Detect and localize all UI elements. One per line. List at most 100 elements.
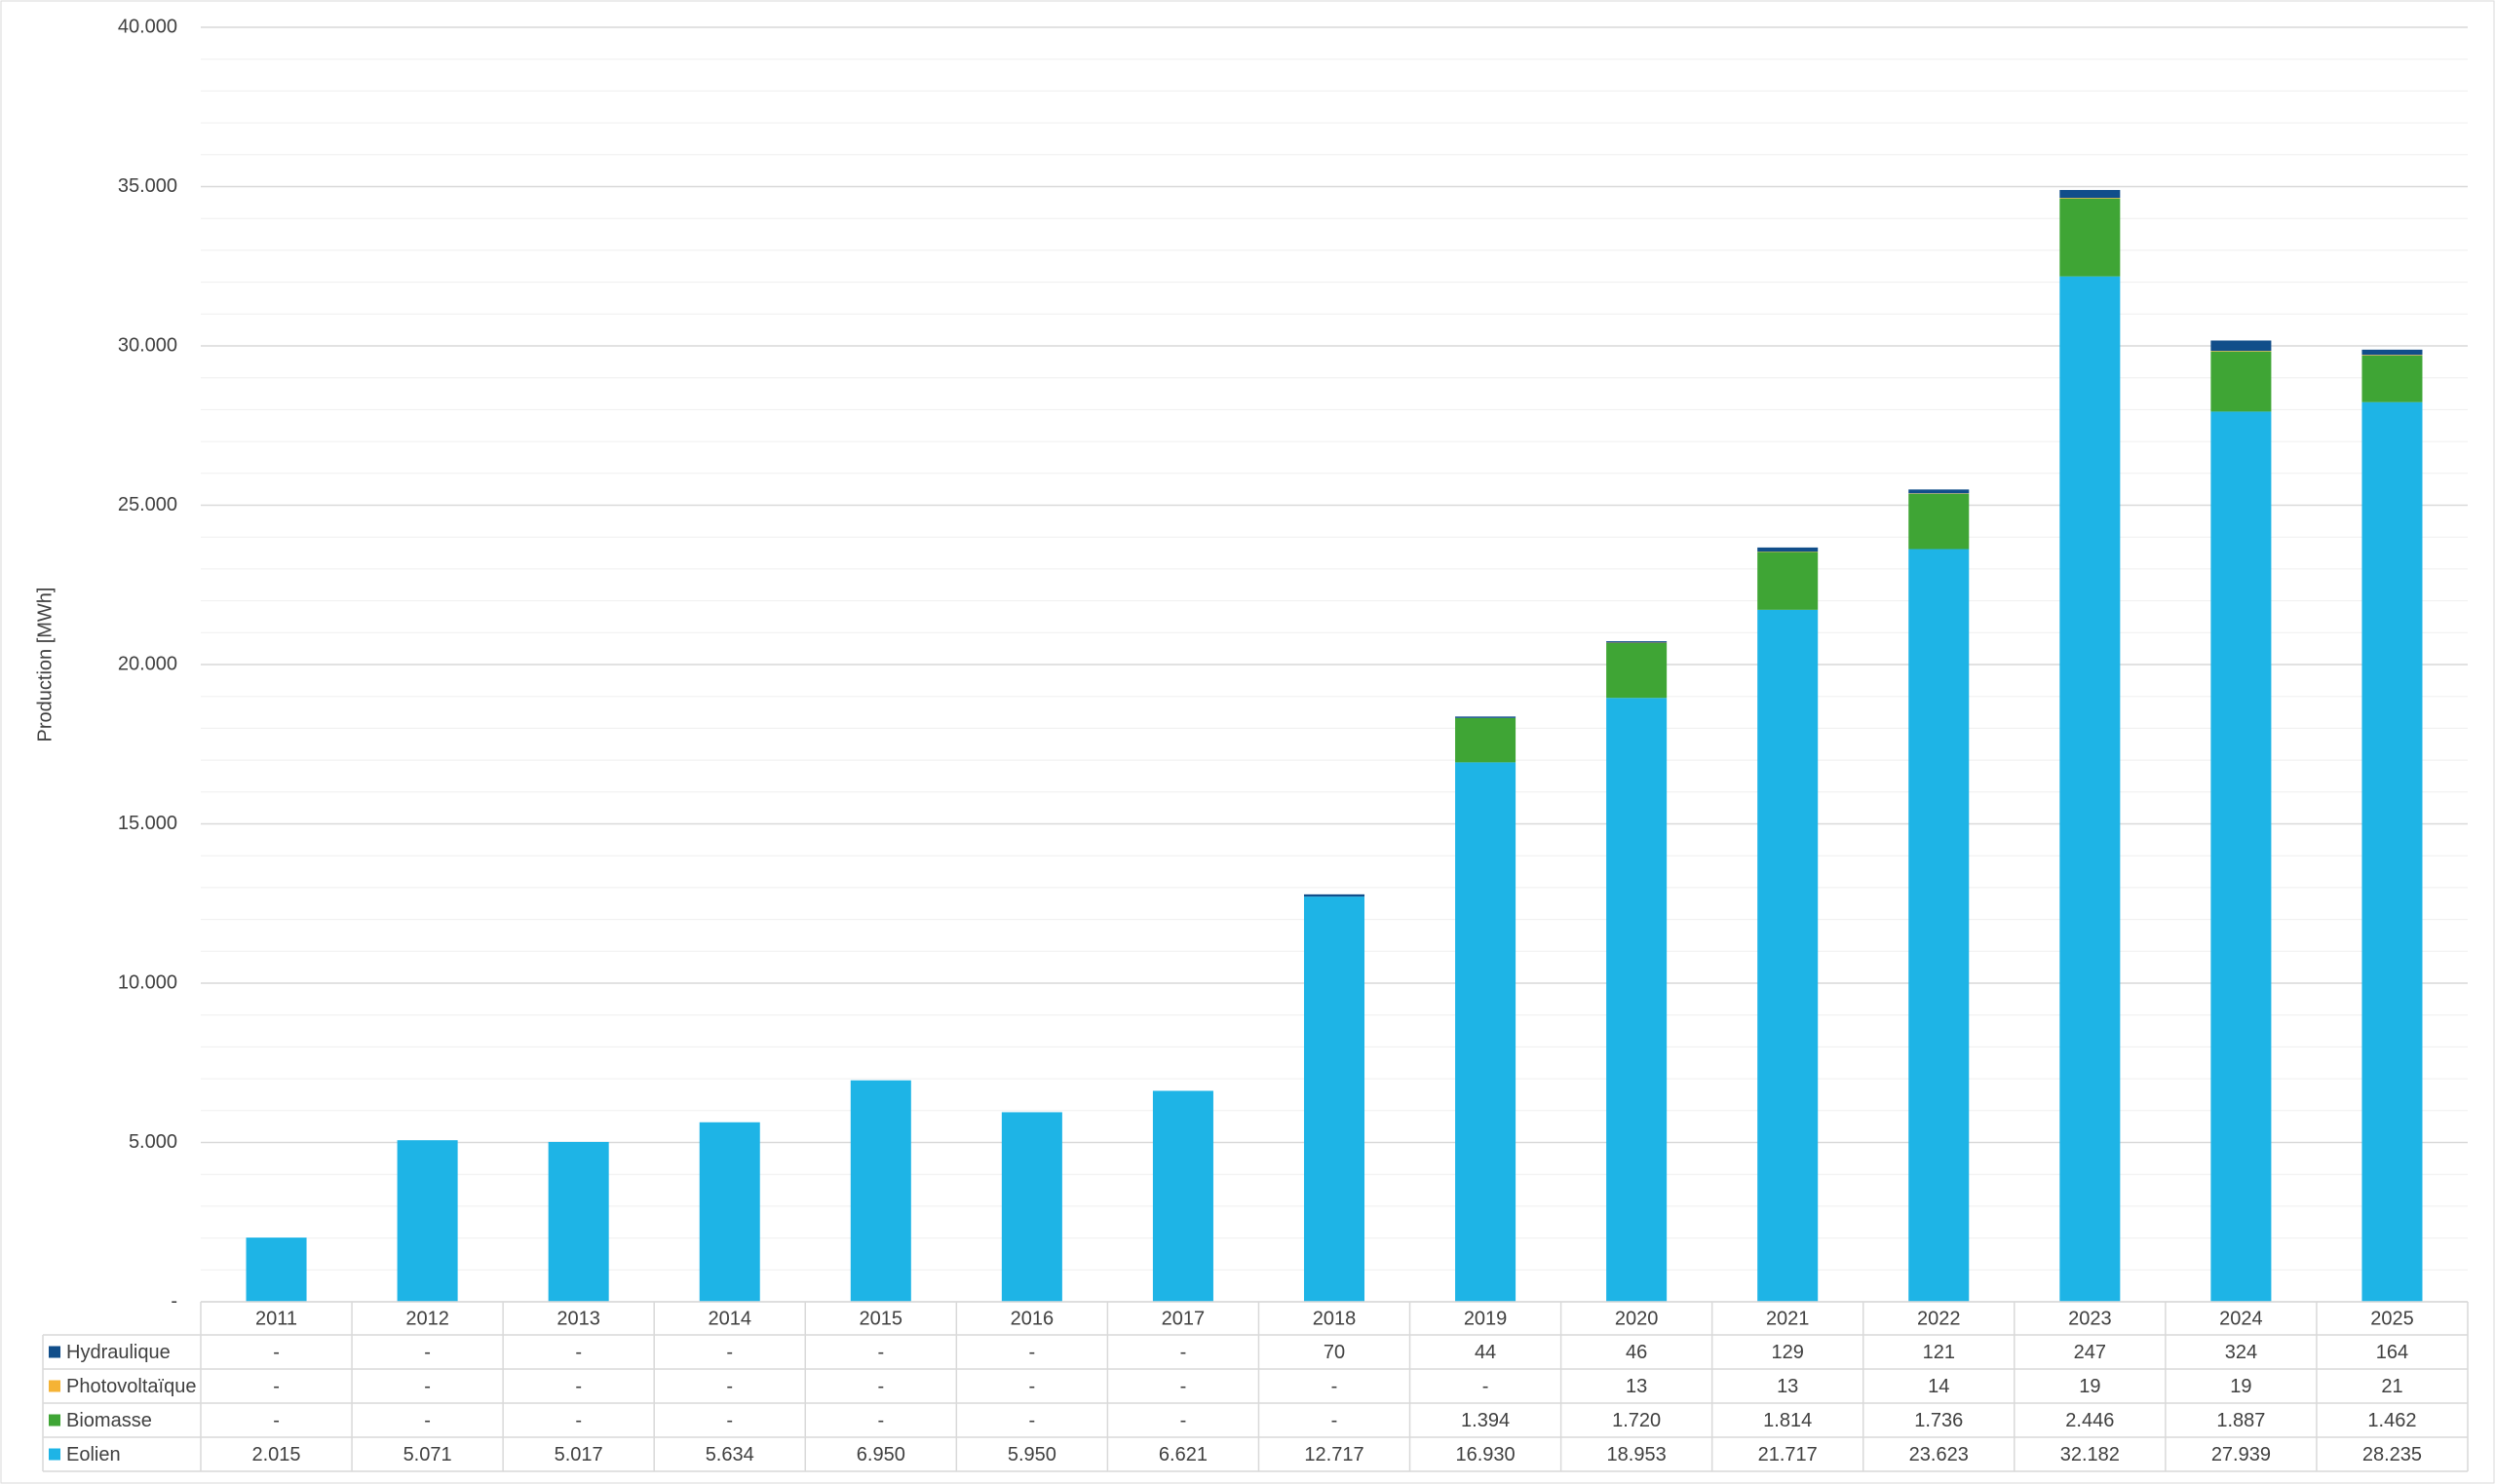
table-value: 5.017: [555, 1444, 603, 1465]
table-value: -: [877, 1376, 884, 1397]
table-value: -: [424, 1410, 431, 1431]
table-value: 28.235: [2362, 1444, 2422, 1465]
table-value: 1.736: [1914, 1410, 1963, 1431]
legend-key: [49, 1448, 60, 1461]
table-value: -: [424, 1342, 431, 1363]
bar-segment: [1455, 717, 1516, 763]
bar-segment: [2361, 355, 2423, 402]
legend-label: Hydraulique: [66, 1342, 171, 1363]
bar-segment: [2361, 349, 2423, 356]
bar-segment: [2361, 355, 2423, 356]
table-value: 1.720: [1612, 1410, 1661, 1431]
table-value: 19: [2079, 1376, 2100, 1397]
table-value: 12.717: [1304, 1444, 1363, 1465]
bar-segment: [1606, 642, 1668, 699]
y-tick-label: 20.000: [118, 653, 177, 674]
bar-segment: [1606, 698, 1668, 1302]
x-tick-label: 2015: [860, 1308, 903, 1329]
bar-segment: [1455, 762, 1516, 1302]
table-value: 18.953: [1607, 1444, 1667, 1465]
bar-segment: [699, 1122, 760, 1302]
y-axis-title: Production [MWh]: [34, 588, 56, 742]
legend-key: [49, 1346, 60, 1358]
table-value: 44: [1475, 1342, 1496, 1363]
table-value: 46: [1626, 1342, 1647, 1363]
bar-segment: [2210, 411, 2272, 1302]
table-value: -: [1331, 1376, 1338, 1397]
table-value: 70: [1324, 1342, 1345, 1363]
table-value: 164: [2376, 1342, 2408, 1363]
bar-segment: [1001, 1112, 1062, 1302]
table-value: 5.634: [706, 1444, 754, 1465]
bar-segment: [2059, 198, 2121, 277]
bar-segment: [548, 1141, 609, 1302]
table-value: -: [726, 1342, 733, 1363]
bar-segment: [1455, 716, 1516, 718]
y-tick-label: 10.000: [118, 971, 177, 993]
table-value: -: [575, 1410, 582, 1431]
y-tick-label: 40.000: [118, 16, 177, 37]
bar-segment: [850, 1080, 911, 1302]
table-value: -: [575, 1376, 582, 1397]
table-value: 13: [1777, 1376, 1798, 1397]
table-value: 2.446: [2065, 1410, 2114, 1431]
bar-segment: [2210, 351, 2272, 352]
bar-segment: [1303, 896, 1365, 1302]
x-tick-label: 2016: [1011, 1308, 1055, 1329]
table-value: -: [273, 1376, 280, 1397]
x-tick-label: 2021: [1766, 1308, 1810, 1329]
y-tick-label: 25.000: [118, 494, 177, 515]
bar-segment: [1303, 894, 1365, 897]
table-value: -: [1180, 1376, 1187, 1397]
table-value: 5.071: [403, 1444, 452, 1465]
x-tick-label: 2013: [557, 1308, 600, 1329]
table-value: 21: [2381, 1376, 2402, 1397]
bar-segment: [2059, 189, 2121, 199]
table-value: 1.887: [2216, 1410, 2265, 1431]
y-tick-label: 30.000: [118, 334, 177, 356]
table-value: -: [273, 1342, 280, 1363]
x-tick-label: 2022: [1917, 1308, 1961, 1329]
table-value: 1.462: [2367, 1410, 2416, 1431]
table-value: -: [273, 1410, 280, 1431]
table-value: -: [726, 1410, 733, 1431]
legend-label: Biomasse: [66, 1410, 152, 1431]
table-value: -: [877, 1342, 884, 1363]
legend-key: [49, 1380, 60, 1392]
table-value: -: [1029, 1410, 1036, 1431]
x-tick-label: 2018: [1313, 1308, 1357, 1329]
table-value: 23.623: [1909, 1444, 1969, 1465]
table-value: 19: [2230, 1376, 2251, 1397]
bar-segment: [1908, 493, 1970, 550]
bar-segment: [397, 1140, 458, 1302]
table-value: 27.939: [2211, 1444, 2271, 1465]
x-tick-label: 2024: [2219, 1308, 2263, 1329]
table-value: -: [877, 1410, 884, 1431]
table-value: -: [1180, 1410, 1187, 1431]
table-value: 16.930: [1455, 1444, 1515, 1465]
bar-segment: [1152, 1090, 1213, 1302]
table-value: 247: [2074, 1342, 2106, 1363]
table-value: 21.717: [1758, 1444, 1818, 1465]
bar-segment: [1757, 609, 1819, 1302]
table-value: -: [1180, 1342, 1187, 1363]
table-value: 14: [1928, 1376, 1949, 1397]
bar-segment: [2210, 340, 2272, 352]
table-value: -: [1482, 1376, 1489, 1397]
table-value: -: [424, 1376, 431, 1397]
x-tick-label: 2019: [1464, 1308, 1508, 1329]
table-value: 1.394: [1461, 1410, 1510, 1431]
table-value: 6.950: [857, 1444, 905, 1465]
y-tick-label: 15.000: [118, 813, 177, 834]
bar-segment: [2210, 351, 2272, 412]
x-tick-label: 2025: [2370, 1308, 2414, 1329]
table-value: 5.950: [1008, 1444, 1056, 1465]
legend-label: Photovoltaïque: [66, 1376, 196, 1397]
table-value: -: [1331, 1410, 1338, 1431]
table-value: 121: [1923, 1342, 1955, 1363]
x-tick-label: 2012: [405, 1308, 449, 1329]
x-tick-label: 2014: [708, 1308, 751, 1329]
x-tick-label: 2023: [2068, 1308, 2112, 1329]
